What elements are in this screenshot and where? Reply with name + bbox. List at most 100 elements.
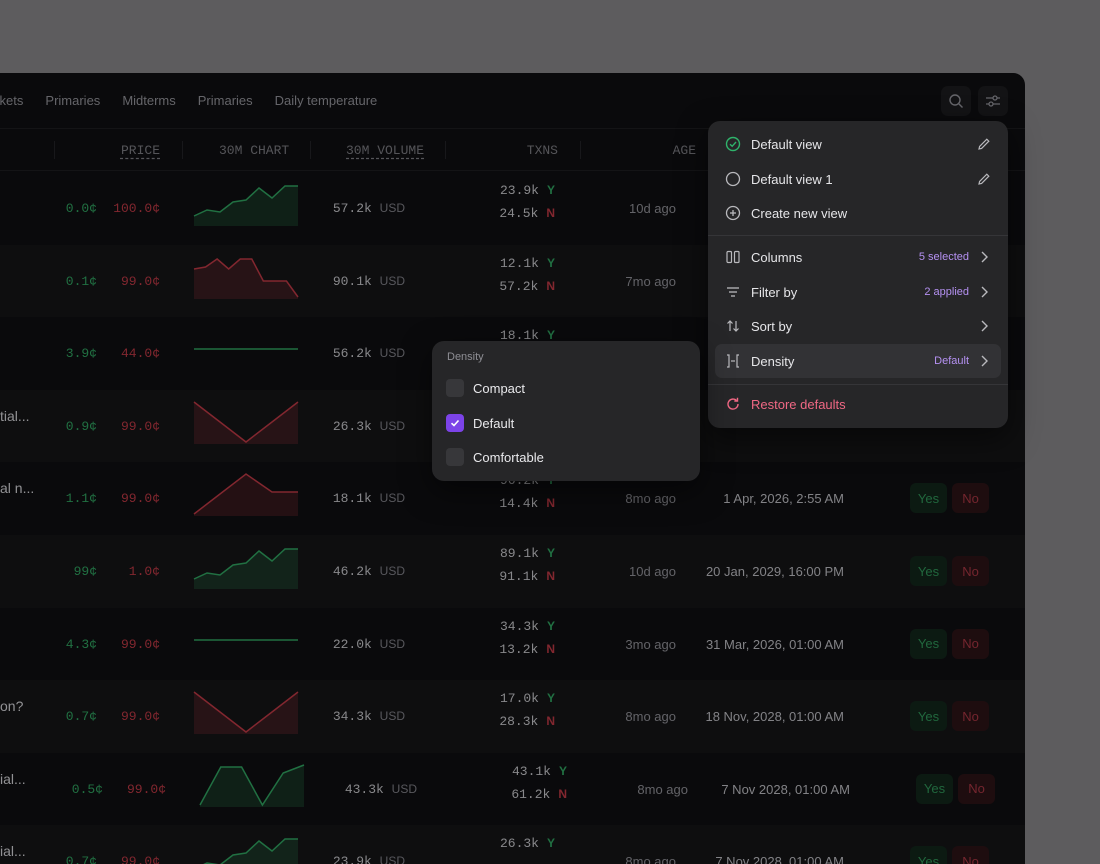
market-title[interactable]: ial... — [0, 843, 26, 860]
sparkline-chart — [194, 348, 298, 350]
menu-item-default-view[interactable]: Default view — [715, 127, 1001, 161]
no-price: 99.0¢ — [120, 273, 160, 289]
menu-item-density[interactable]: Density Default — [715, 344, 1001, 378]
no-price: 44.0¢ — [120, 346, 160, 362]
tab-midterms[interactable]: Midterms — [122, 93, 176, 108]
buy-no-button[interactable]: No — [952, 556, 989, 586]
menu-item-restore-defaults[interactable]: Restore defaults — [715, 387, 1001, 421]
table-row[interactable]: al n... 1.1¢ 99.0¢ 18.1k USD 96.2kY 14.4… — [0, 462, 1025, 535]
menu-item-sort-by[interactable]: Sort by — [715, 309, 1001, 343]
checkbox[interactable] — [446, 379, 464, 397]
txns-yes-label: Y — [546, 618, 555, 633]
table-row[interactable]: ial... 0.5¢ 99.0¢ 43.3k USD 43.1k Y 61.2k… — [0, 753, 1025, 826]
buy-no-button[interactable]: No — [958, 773, 995, 804]
end-date: 31 Mar, 2026, 01:00 AM — [705, 636, 844, 652]
option-label: Compact — [473, 380, 526, 396]
buy-no-button[interactable]: No — [952, 846, 989, 864]
sparkline-area — [194, 549, 298, 589]
buy-no-button[interactable]: No — [952, 628, 989, 659]
menu-item-columns[interactable]: Columns 5 selected — [715, 240, 1001, 274]
volume: 43.3k USD — [344, 781, 417, 797]
check-icon — [450, 419, 460, 427]
yes-price: 0.7¢ — [65, 709, 97, 725]
col-30m-volume[interactable]: 30M VOLUME — [346, 143, 425, 158]
menu-label: Density — [751, 353, 795, 369]
table-row[interactable]: on? 0.7¢ 99.0¢ 34.3k USD 17.0k Y 28.3k N 8… — [0, 680, 1025, 753]
age: 7mo ago — [625, 273, 676, 289]
edit-view-button[interactable] — [975, 172, 993, 186]
txns: 89.1k Y 91.1k N — [499, 546, 555, 584]
buy-yes-button[interactable]: Yes — [910, 556, 947, 586]
txns: 23.9k Y 24.5k N — [499, 183, 555, 221]
buy-no-button[interactable]: No — [952, 701, 989, 732]
menu-item-create-view[interactable]: Create new view — [715, 196, 1001, 230]
sparkline-chart — [193, 401, 299, 444]
buy-yes-button[interactable]: Yes — [910, 628, 947, 659]
sparkline-chart — [199, 764, 305, 807]
no-price: 99.0¢ — [120, 636, 160, 652]
volume: 34.3k USD — [332, 709, 405, 725]
col-price[interactable]: PRICE — [120, 143, 160, 158]
sliders-icon — [986, 95, 1000, 107]
chevron-right-icon — [981, 251, 988, 263]
age: 3mo ago — [625, 636, 676, 652]
density-option-default[interactable]: Default — [446, 409, 686, 437]
edit-view-button[interactable] — [975, 137, 993, 151]
txns-no-label: N — [546, 496, 555, 511]
sparkline-line — [193, 548, 298, 580]
no-price: 99.0¢ — [120, 418, 160, 434]
sparkline-line — [199, 764, 305, 807]
buy-yes-button[interactable]: Yes — [910, 701, 947, 732]
age: 10d ago — [629, 201, 676, 216]
sparkline-area — [205, 839, 298, 864]
volume: 23.9k USD — [332, 854, 405, 864]
no-price: 99.0¢ — [120, 491, 160, 507]
tab-primaries[interactable]: Primaries — [45, 93, 101, 108]
sparkline-chart — [193, 691, 299, 735]
market-title[interactable]: on? — [0, 698, 24, 715]
view-settings-button[interactable] — [978, 86, 1008, 116]
txns-yes-label: Y — [546, 836, 555, 851]
market-title[interactable]: tial... — [0, 407, 30, 424]
col-age: AGE — [672, 143, 696, 158]
txns-no-label: N — [558, 786, 567, 801]
columns-badge: 5 selected — [918, 251, 969, 263]
txns-yes-label: Y — [546, 328, 555, 343]
tab-primaries-2[interactable]: Primaries — [197, 93, 253, 108]
txns-yes-label: Y — [546, 546, 555, 560]
buy-yes-button[interactable]: Yes — [916, 773, 953, 804]
sparkline-line — [193, 401, 299, 443]
search-button[interactable] — [941, 86, 971, 116]
sparkline-chart — [203, 838, 298, 864]
density-option-compact[interactable]: Compact — [446, 374, 686, 402]
table-row[interactable]: 99¢ 1.0¢ 46.2k USD 89.1k Y 91.1k N 10d ago… — [0, 535, 1025, 608]
txns: 26.3kY N — [499, 836, 555, 852]
volume: 46.2k USD — [332, 564, 405, 579]
buy-yes-button[interactable]: Yes — [910, 483, 947, 514]
table-row[interactable]: 0.0¢ 100.0¢ 57.2k USD 23.9k Y 24.5k N 10d … — [0, 172, 1025, 245]
market-title[interactable]: al n... — [0, 480, 35, 497]
checkbox-checked[interactable] — [446, 414, 464, 432]
table-row[interactable]: ial... 0.7¢ 99.0¢ 23.9k USD 26.3kY N 8mo… — [0, 825, 1025, 864]
txns-yes-label: Y — [546, 691, 555, 706]
menu-item-default-view-1[interactable]: Default view 1 — [715, 162, 1001, 196]
tab-markets[interactable]: arkets — [0, 93, 24, 108]
volume: 22.0k USD — [332, 636, 405, 652]
market-title[interactable]: ial... — [0, 770, 26, 787]
checkbox[interactable] — [446, 448, 464, 466]
option-label: Default — [473, 415, 515, 431]
density-option-comfortable[interactable]: Comfortable — [446, 443, 686, 471]
volume: 57.2k USD — [332, 201, 405, 216]
txns-yes-label: Y — [546, 183, 555, 197]
table-row[interactable]: 3.9¢ 44.0¢ 56.2k USD 18.1kY N Yes No — [0, 317, 1025, 390]
menu-item-filter-by[interactable]: Filter by 2 applied — [715, 275, 1001, 309]
txns-no-label: N — [546, 641, 555, 656]
nav-tabs: arkets Primaries Midterms Primaries Dail… — [0, 93, 377, 108]
yes-price: 99¢ — [73, 564, 97, 579]
table-row[interactable]: 4.3¢ 99.0¢ 22.0k USD 34.3k Y 13.2k N 3mo a… — [0, 608, 1025, 681]
buy-no-button[interactable]: No — [952, 483, 989, 514]
search-icon — [949, 94, 963, 108]
buy-yes-button[interactable]: Yes — [910, 846, 947, 864]
pencil-icon — [978, 138, 990, 150]
tab-daily-temperature[interactable]: Daily temperature — [274, 93, 378, 108]
